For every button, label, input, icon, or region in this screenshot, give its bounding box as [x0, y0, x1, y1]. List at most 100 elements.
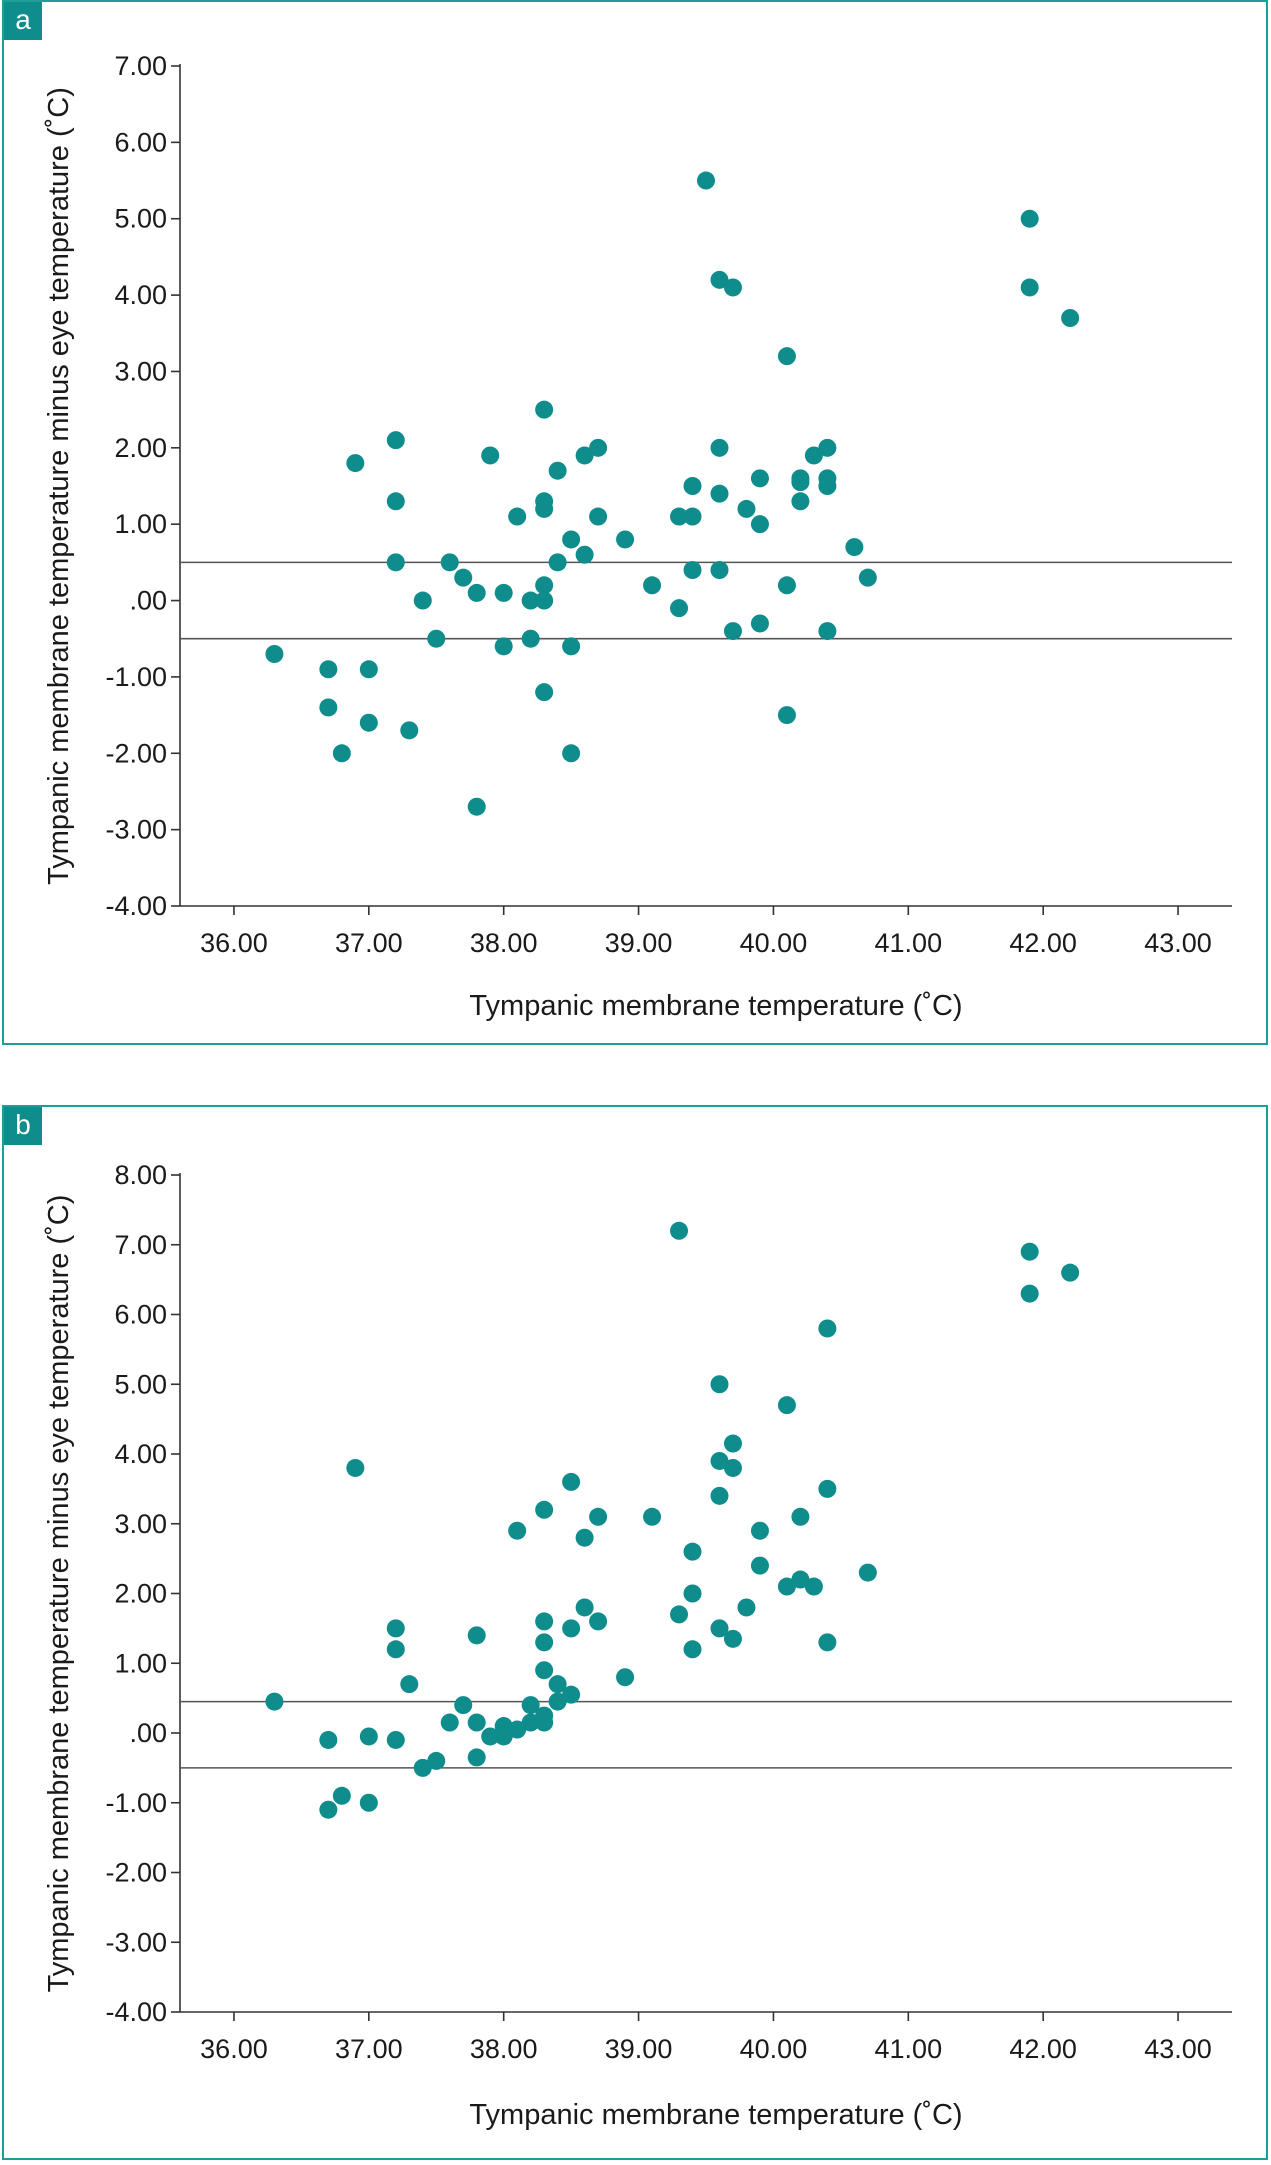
- data-point-a: [575, 545, 594, 564]
- data-point-b: [818, 1633, 837, 1652]
- data-point-a: [750, 469, 769, 488]
- data-point-b: [575, 1598, 594, 1617]
- data-point-a: [427, 629, 446, 648]
- data-point-a: [575, 446, 594, 465]
- data-point-b: [548, 1675, 567, 1694]
- data-point-b: [467, 1748, 486, 1767]
- data-point-b: [737, 1598, 756, 1617]
- data-point-b: [777, 1577, 796, 1596]
- scatter-plot-a: 7.00 6.00 5.00 4.00 3.00 2.00 1.00 .00 -1.00 -2.0…: [43, 51, 1232, 1022]
- data-point-b: [467, 1626, 486, 1645]
- data-point-a: [413, 591, 432, 610]
- data-point-a: [750, 515, 769, 534]
- data-point-b: [508, 1521, 527, 1540]
- data-point-b: [265, 1692, 284, 1711]
- data-point-b: [413, 1758, 432, 1777]
- data-point-a: [562, 744, 581, 763]
- data-point-b: [818, 1319, 837, 1338]
- data-point-b: [427, 1751, 446, 1770]
- y-tick-label-a: -3.00: [105, 815, 167, 845]
- data-point-a: [332, 744, 351, 763]
- data-point-b: [710, 1486, 729, 1505]
- data-point-b: [332, 1786, 351, 1805]
- data-point-b: [535, 1500, 554, 1519]
- data-point-b: [791, 1507, 810, 1526]
- y-tick-label-b: .00: [129, 1718, 167, 1748]
- data-point-b: [359, 1727, 378, 1746]
- x-tick-label-a: 36.00: [200, 928, 268, 958]
- data-point-a: [386, 492, 405, 511]
- y-tick-label-a: -2.00: [105, 738, 167, 768]
- data-point-b: [723, 1434, 742, 1453]
- data-point-a: [697, 171, 715, 190]
- data-point-a: [521, 629, 540, 648]
- data-point-b: [346, 1458, 365, 1477]
- data-point-b: [710, 1375, 729, 1394]
- data-point-a: [562, 637, 581, 656]
- data-point-b: [562, 1472, 581, 1491]
- data-point-a: [1020, 278, 1039, 297]
- data-point-a: [467, 583, 486, 602]
- data-point-b: [670, 1605, 689, 1624]
- data-point-a: [643, 576, 662, 595]
- data-point-b: [562, 1619, 581, 1638]
- data-point-b: [535, 1713, 554, 1732]
- data-point-a: [454, 568, 473, 587]
- data-point-b: [386, 1730, 405, 1749]
- data-point-a: [710, 270, 729, 289]
- data-point-a: [400, 721, 419, 740]
- data-point-b: [710, 1451, 729, 1470]
- data-point-b: [359, 1793, 378, 1812]
- data-point-a: [710, 484, 729, 503]
- x-tick-label-b: 36.00: [200, 2034, 268, 2064]
- data-point-b: [481, 1727, 500, 1746]
- data-point-a: [535, 400, 554, 419]
- data-point-b: [750, 1521, 769, 1540]
- data-point-b: [683, 1584, 702, 1603]
- y-tick-label-b: 8.00: [114, 1160, 167, 1190]
- data-point-a: [319, 698, 338, 717]
- data-point-a: [791, 473, 810, 492]
- data-point-a: [683, 561, 702, 579]
- data-point-a: [1020, 209, 1039, 228]
- data-point-a: [777, 576, 796, 595]
- data-point-a: [710, 438, 729, 457]
- data-point-b: [750, 1556, 769, 1575]
- y-tick-label-a: 1.00: [114, 509, 167, 539]
- data-point-a: [386, 553, 405, 572]
- data-point-b: [400, 1675, 419, 1694]
- y-tick-label-b: -1.00: [105, 1788, 167, 1818]
- chart-panel-b: b 8.00 7.00 6.00 5.00 4.00 3.00 2.00 1.00 .00 -1.…: [2, 1105, 1268, 2160]
- y-tick-label-a: -4.00: [105, 891, 167, 921]
- y-tick-label-b: -4.00: [105, 1997, 167, 2027]
- data-point-a: [346, 454, 365, 473]
- data-point-a: [535, 683, 554, 702]
- data-point-b: [777, 1396, 796, 1415]
- data-point-a: [723, 278, 742, 297]
- x-axis-label-b: Tympanic membrane temperature (˚C): [469, 2099, 962, 2131]
- data-point-a: [723, 622, 742, 641]
- y-tick-label-a: -1.00: [105, 662, 167, 692]
- data-point-a: [670, 507, 689, 526]
- x-tick-label-b: 41.00: [875, 2034, 943, 2064]
- y-tick-label-b: 7.00: [114, 1230, 167, 1260]
- data-point-a: [616, 530, 635, 549]
- x-tick-label-a: 42.00: [1009, 928, 1077, 958]
- data-point-a: [319, 660, 338, 679]
- data-point-a: [683, 477, 702, 495]
- x-tick-label-b: 39.00: [605, 2034, 673, 2064]
- data-point-b: [1061, 1263, 1080, 1282]
- data-point-a: [750, 614, 769, 633]
- data-point-a: [818, 622, 837, 641]
- data-point-b: [858, 1563, 877, 1582]
- y-tick-label-a: 2.00: [114, 433, 167, 463]
- y-tick-label-a: 3.00: [114, 356, 167, 386]
- data-point-a: [508, 507, 527, 526]
- data-point-b: [508, 1720, 527, 1739]
- data-point-b: [670, 1221, 689, 1240]
- x-axis-label-a: Tympanic membrane temperature (˚C): [469, 990, 962, 1022]
- data-point-a: [481, 446, 500, 465]
- data-point-a: [535, 576, 554, 595]
- data-point-a: [737, 499, 756, 518]
- data-point-a: [818, 438, 837, 457]
